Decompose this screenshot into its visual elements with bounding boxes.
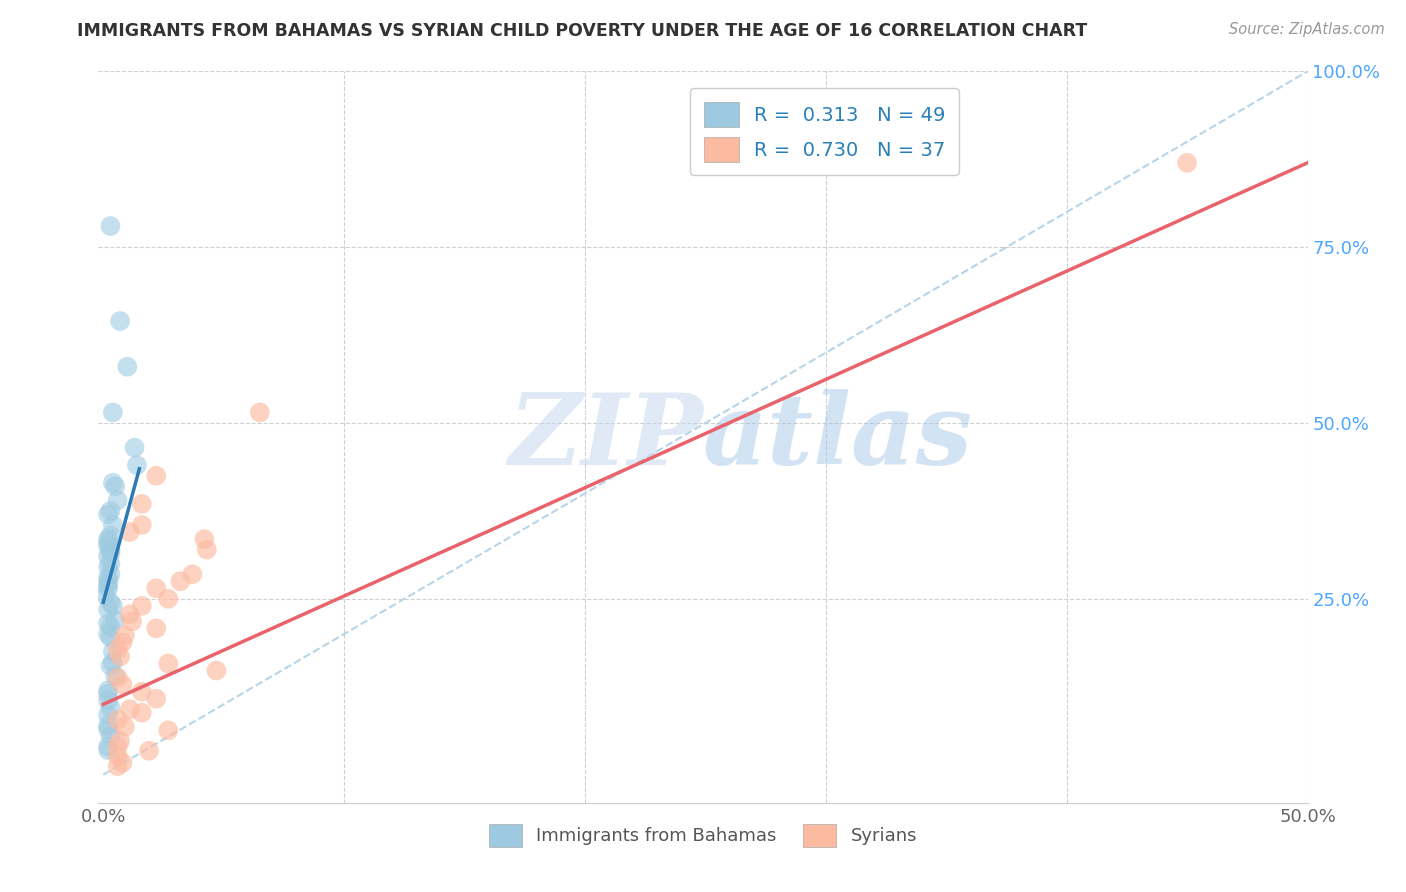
Legend: Immigrants from Bahamas, Syrians: Immigrants from Bahamas, Syrians (477, 811, 929, 860)
Point (100, 528, 122, 542)
Point (114, 628, 136, 642)
Point (97, 539, 120, 553)
Point (97, 508, 120, 522)
Point (101, 405, 124, 419)
Point (107, 642, 129, 657)
Point (108, 649, 131, 664)
Point (97, 739, 120, 754)
Point (249, 405, 271, 419)
Text: Source: ZipAtlas.com: Source: ZipAtlas.com (1229, 22, 1385, 37)
Point (107, 748, 129, 763)
Point (108, 314, 131, 328)
Point (117, 359, 139, 374)
Point (195, 542, 218, 557)
Point (118, 607, 141, 622)
Point (100, 620, 122, 634)
Point (100, 504, 122, 518)
Text: ZIP: ZIP (508, 389, 703, 485)
Point (97, 627, 120, 641)
Point (205, 664, 228, 678)
Point (101, 644, 124, 658)
Point (101, 518, 124, 533)
Point (100, 542, 122, 557)
Point (100, 729, 122, 743)
Point (97, 694, 120, 708)
Point (121, 615, 143, 629)
Text: IMMIGRANTS FROM BAHAMAS VS SYRIAN CHILD POVERTY UNDER THE AGE OF 16 CORRELATION : IMMIGRANTS FROM BAHAMAS VS SYRIAN CHILD … (77, 22, 1088, 40)
Point (124, 441, 146, 455)
Point (131, 706, 153, 720)
Point (145, 691, 167, 706)
Point (145, 621, 167, 635)
Point (107, 493, 129, 508)
Point (100, 567, 122, 582)
Point (97, 707, 120, 722)
Point (104, 613, 127, 627)
Point (157, 657, 180, 671)
Point (193, 532, 215, 546)
Point (131, 497, 153, 511)
Point (131, 518, 153, 533)
Point (97, 549, 120, 564)
Point (101, 475, 124, 490)
Point (107, 739, 129, 754)
Point (97, 602, 120, 616)
Point (107, 713, 129, 727)
Point (157, 723, 180, 738)
Point (101, 599, 124, 613)
Point (118, 702, 141, 716)
Point (97, 578, 120, 592)
Point (100, 595, 122, 609)
Point (97, 571, 120, 585)
Point (104, 479, 127, 493)
Point (107, 759, 129, 773)
Point (97, 582, 120, 596)
Point (125, 458, 148, 473)
Point (100, 219, 122, 233)
Point (97, 535, 120, 549)
Point (100, 701, 122, 715)
Point (97, 616, 120, 631)
Point (104, 669, 127, 683)
Point (111, 678, 134, 692)
Point (114, 720, 136, 734)
Point (138, 744, 160, 758)
Point (145, 468, 167, 483)
Point (97, 532, 120, 546)
Point (100, 658, 122, 673)
Point (97, 743, 120, 757)
Point (131, 684, 153, 698)
Point (108, 734, 131, 748)
Point (1175, 155, 1198, 169)
Point (97, 718, 120, 732)
Point (101, 655, 124, 669)
Point (111, 756, 134, 770)
Point (169, 574, 191, 589)
Point (97, 574, 120, 589)
Point (157, 591, 180, 606)
Text: atlas: atlas (703, 389, 973, 485)
Point (145, 582, 167, 596)
Point (181, 567, 204, 582)
Point (97, 722, 120, 736)
Point (131, 599, 153, 613)
Point (97, 683, 120, 698)
Point (97, 560, 120, 574)
Point (107, 671, 129, 685)
Point (100, 557, 122, 571)
Point (111, 635, 134, 649)
Point (97, 687, 120, 701)
Point (100, 631, 122, 645)
Point (100, 546, 122, 560)
Point (94, 588, 117, 602)
Point (118, 524, 141, 539)
